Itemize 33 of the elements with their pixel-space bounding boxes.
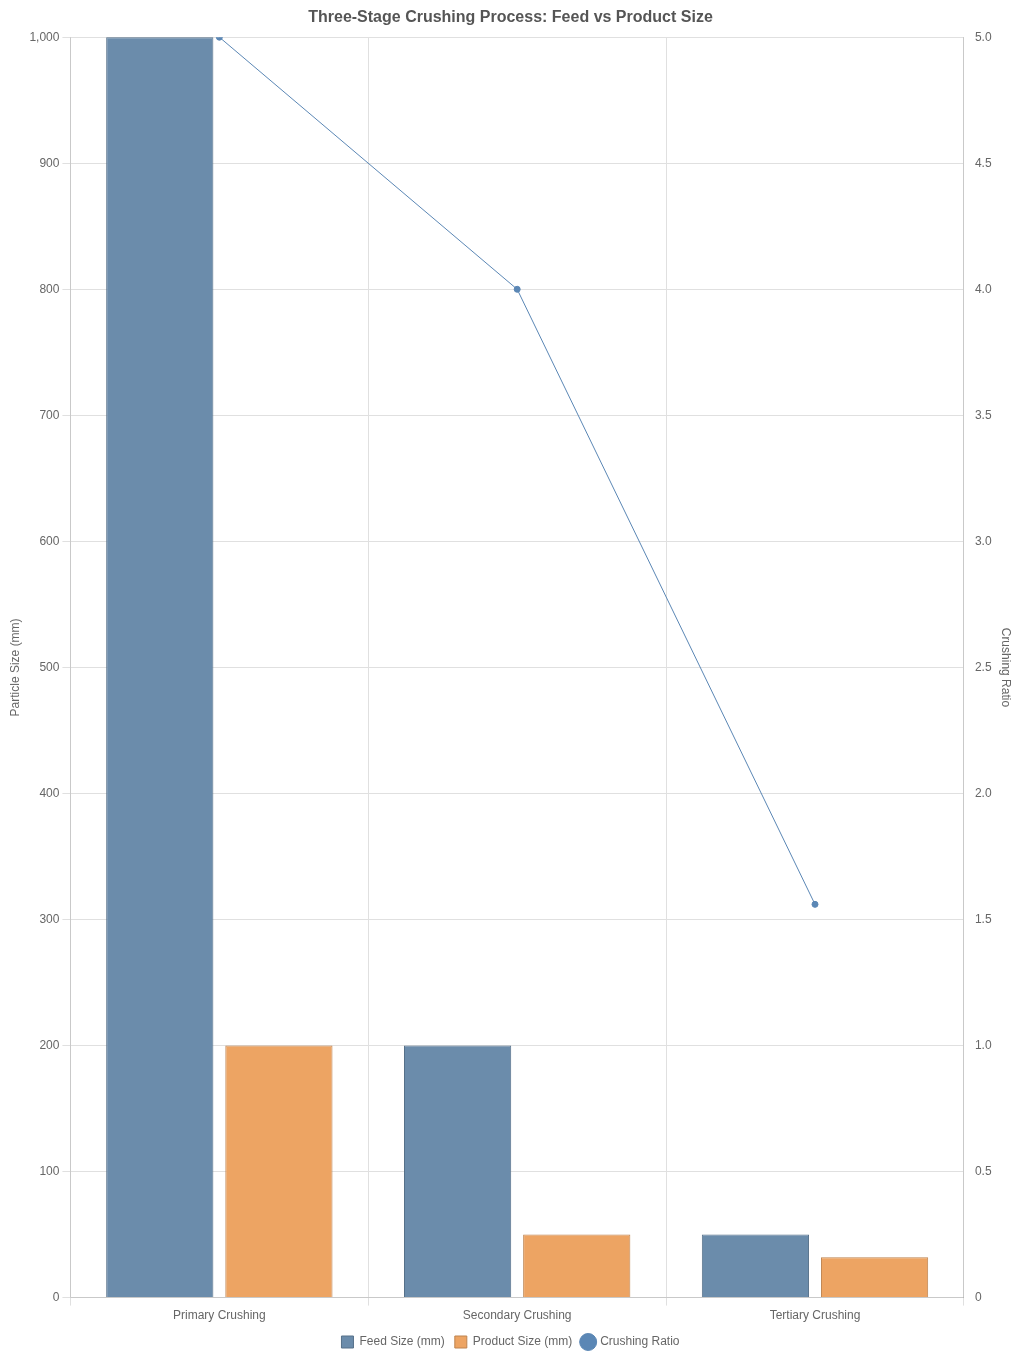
y2-tick-label: 2.0 xyxy=(974,785,992,800)
y2-tick-label: 1.0 xyxy=(974,1037,992,1052)
y-tick-label: 1,000 xyxy=(29,29,60,44)
y-axis-title: Particle Size (mm) xyxy=(7,618,22,717)
x-tick-label: Primary Crushing xyxy=(172,1308,266,1323)
y-tick-label: 500 xyxy=(39,659,60,674)
y2-tick-label: 4.0 xyxy=(974,281,992,296)
y-tick-label: 300 xyxy=(39,911,60,926)
y-tick-label: 400 xyxy=(39,785,60,800)
legend-label: Product Size (mm) xyxy=(472,1334,573,1349)
y2-tick-label: 4.5 xyxy=(974,155,992,170)
x-tick-label: Secondary Crushing xyxy=(462,1308,572,1323)
y2-tick-label: 3.5 xyxy=(974,407,992,422)
point xyxy=(811,900,819,908)
point xyxy=(513,285,521,293)
chart-title: Three-Stage Crushing Process: Feed vs Product Size xyxy=(308,8,713,26)
y-tick-label: 100 xyxy=(39,1163,60,1178)
legend-label: Feed Size (mm) xyxy=(359,1334,445,1349)
y2-tick-label: 2.5 xyxy=(974,659,992,674)
y2-tick-label: 5.0 xyxy=(974,29,992,44)
y2-tick-label: 3.0 xyxy=(974,533,992,548)
y2-axis-title: Crushing Ratio xyxy=(999,627,1014,708)
y2-tick-label: 0.5 xyxy=(974,1163,992,1178)
y-tick-label: 0 xyxy=(52,1289,60,1304)
y2-tick-label: 1.5 xyxy=(974,911,992,926)
y2-tick-label: 0 xyxy=(974,1289,982,1304)
y-tick-label: 200 xyxy=(39,1037,60,1052)
legend-label: Crushing Ratio xyxy=(600,1334,680,1349)
y-tick-label: 700 xyxy=(39,407,60,422)
x-tick-label: Tertiary Crushing xyxy=(769,1308,861,1323)
y-tick-label: 900 xyxy=(39,155,60,170)
y-tick-label: 800 xyxy=(39,281,60,296)
y-tick-label: 600 xyxy=(39,533,60,548)
